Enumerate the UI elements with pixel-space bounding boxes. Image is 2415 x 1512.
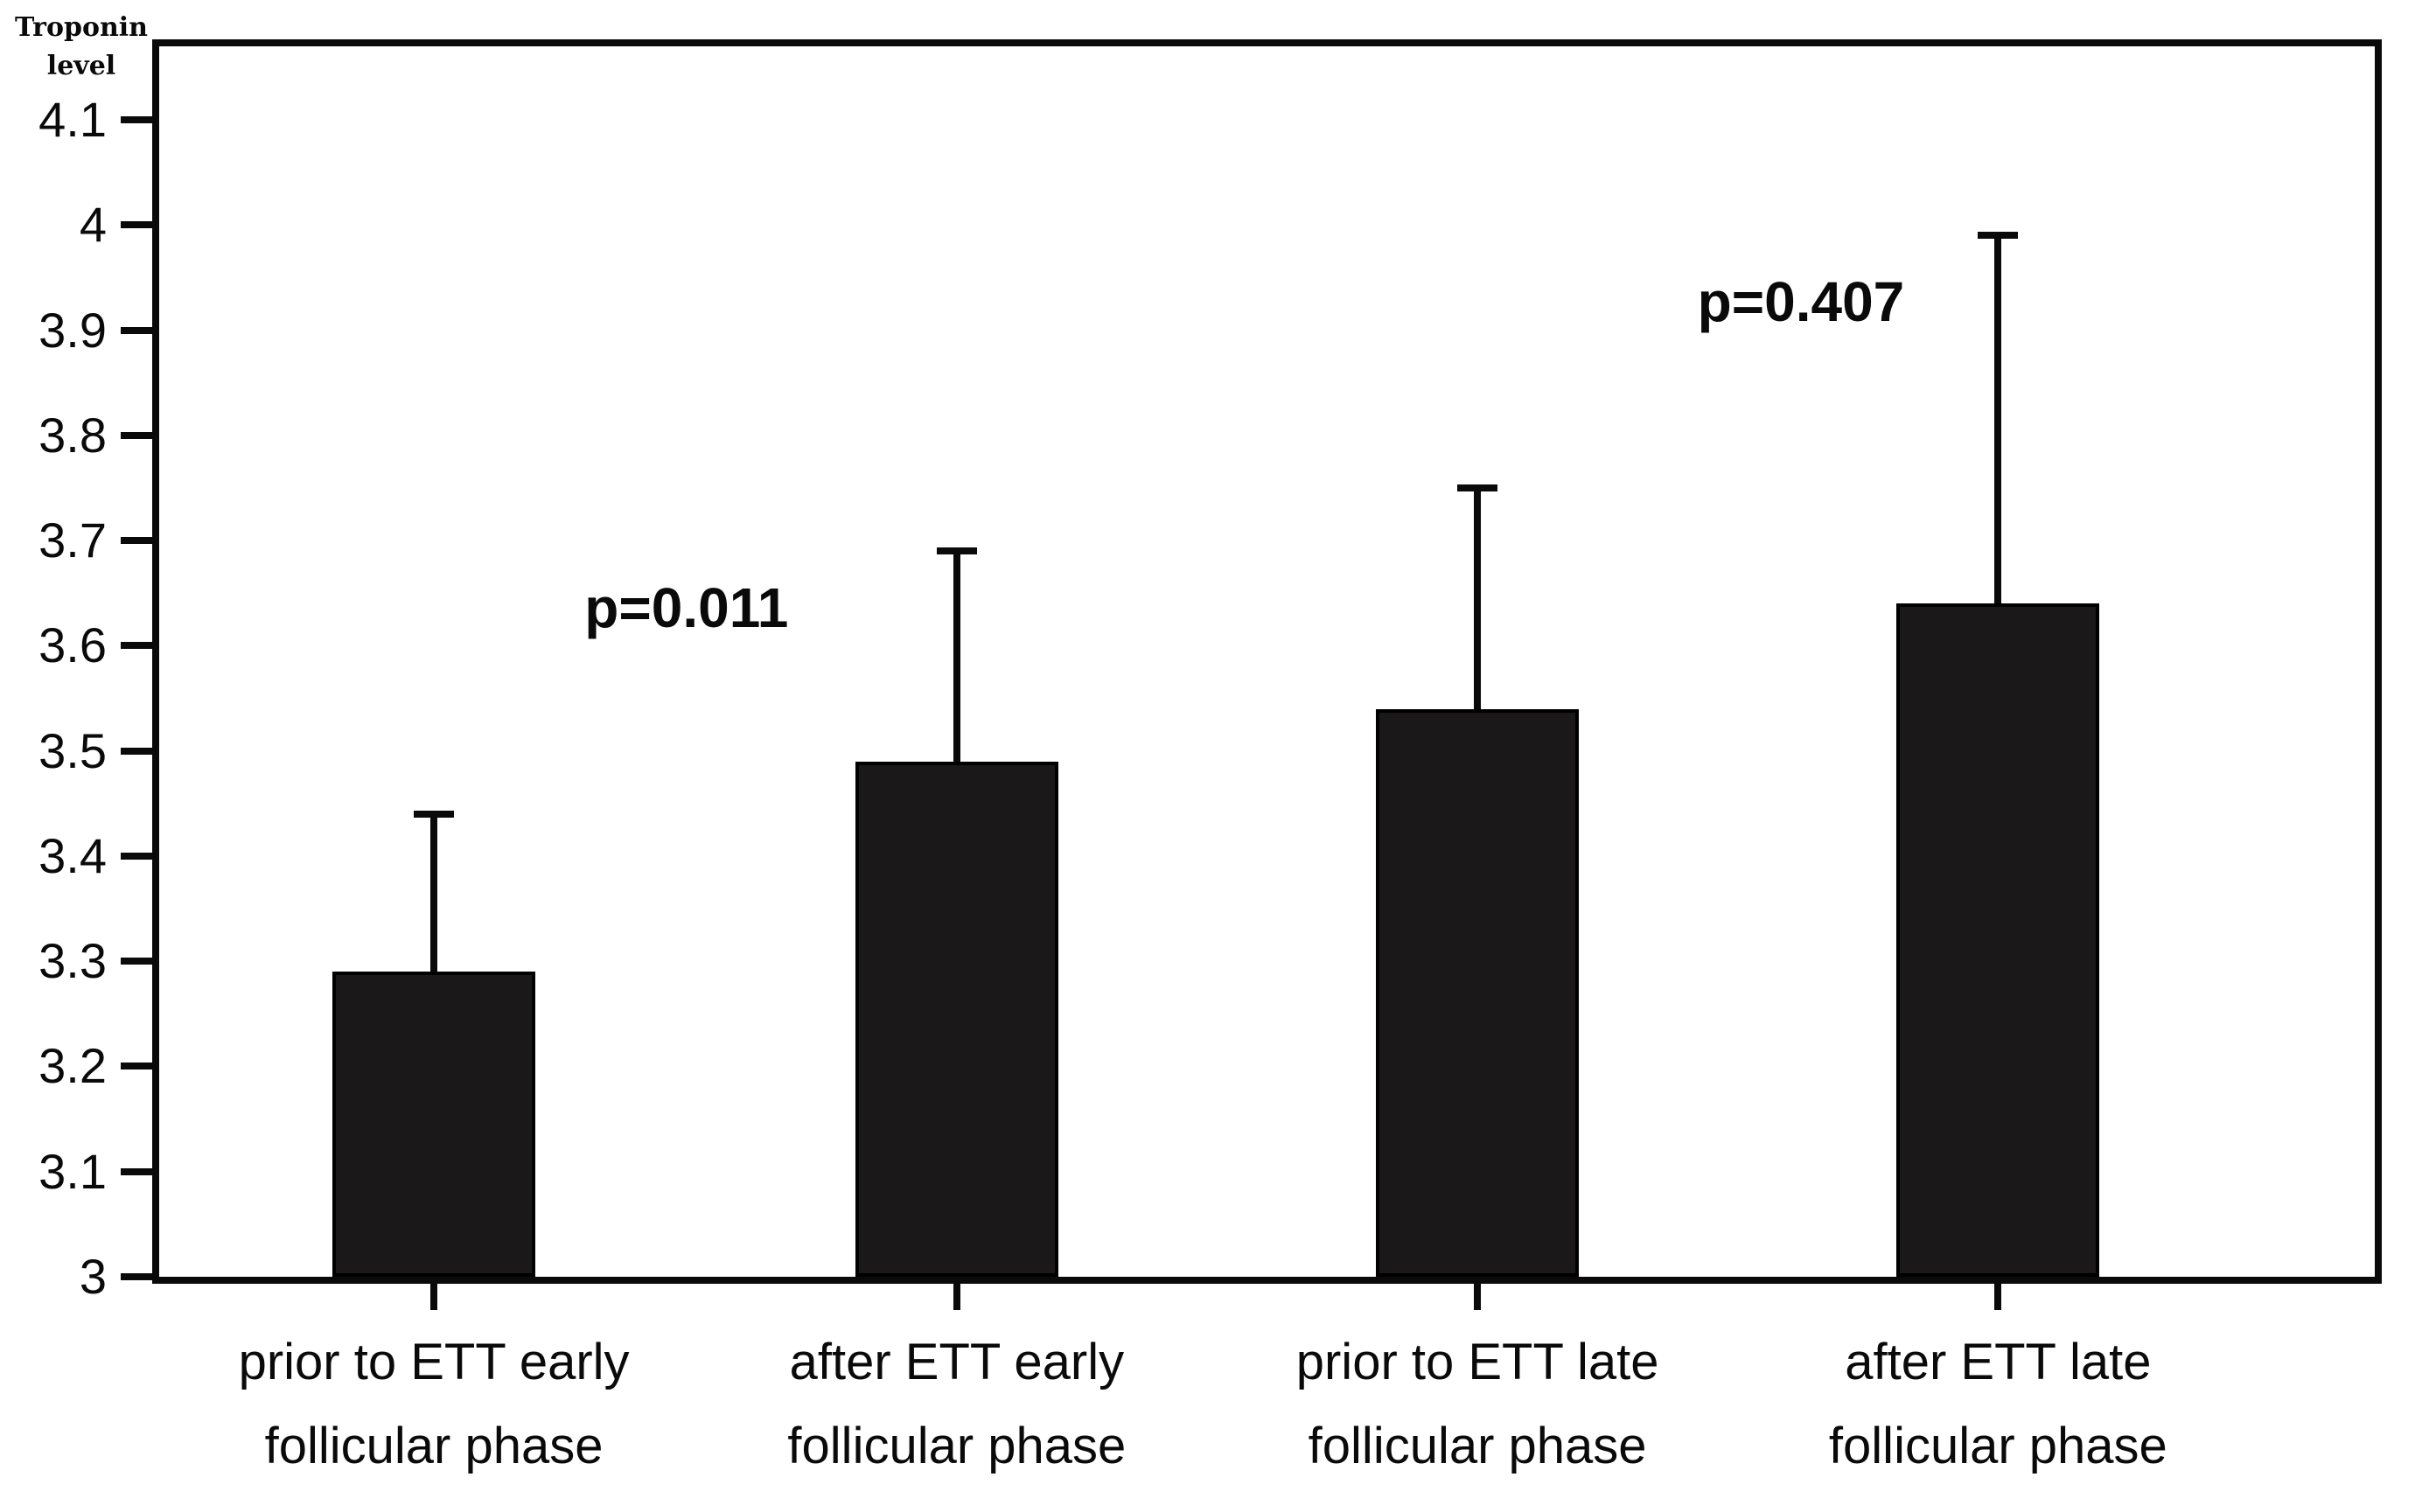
- error-bar-cap: [936, 547, 977, 555]
- bar: [1896, 603, 2100, 1277]
- y-axis-tick: [121, 642, 159, 650]
- y-axis-tick-label: 3.7: [38, 512, 107, 568]
- error-bar-stem: [953, 551, 960, 762]
- y-axis-tick-label: 3.9: [38, 302, 107, 358]
- y-axis-tick-label: 4: [79, 197, 107, 253]
- x-category-label-line: follicular phase: [264, 1418, 604, 1474]
- bar: [1376, 708, 1580, 1277]
- y-axis-tick: [121, 1063, 159, 1070]
- error-bar-cap: [1978, 232, 2019, 240]
- y-axis-tick: [121, 221, 159, 229]
- y-axis-tick: [121, 958, 159, 965]
- bar: [332, 972, 536, 1277]
- y-axis-tick: [121, 116, 159, 124]
- x-axis-tick: [430, 1284, 438, 1310]
- y-axis-tick: [121, 747, 159, 755]
- x-category-label: prior to ETT early follicular phase: [128, 1320, 740, 1488]
- x-category-label-line: after ETT late: [1845, 1334, 2152, 1390]
- x-category-label: after ETT early follicular phase: [651, 1320, 1263, 1488]
- y-axis-tick-label: 3.1: [38, 1143, 107, 1199]
- error-bar-stem: [1994, 235, 2002, 604]
- y-axis-tick-label: 4.1: [38, 92, 107, 148]
- y-axis-tick-label: 3.8: [38, 407, 107, 463]
- y-axis-tick: [121, 852, 159, 860]
- y-axis-tick: [121, 537, 159, 545]
- x-category-label-line: follicular phase: [1828, 1418, 2167, 1474]
- x-category-label-line: after ETT early: [789, 1334, 1125, 1390]
- error-bar-stem: [430, 813, 438, 972]
- y-axis-tick: [121, 1273, 159, 1280]
- y-axis-tick: [121, 326, 159, 334]
- x-axis-tick: [953, 1284, 960, 1310]
- error-bar-stem: [1474, 488, 1482, 709]
- x-axis-tick: [1994, 1284, 2002, 1310]
- y-axis-title: Troponin level: [3, 9, 159, 86]
- p-value-annotation: p=0.011: [584, 576, 789, 640]
- x-category-label: after ETT late follicular phase: [1692, 1320, 2304, 1488]
- x-category-label-line: follicular phase: [1308, 1418, 1647, 1474]
- error-bar-cap: [1457, 484, 1498, 492]
- x-category-label-line: prior to ETT late: [1295, 1334, 1659, 1390]
- y-axis-tick: [121, 431, 159, 439]
- x-category-label-line: prior to ETT early: [238, 1334, 630, 1390]
- y-axis-tick-label: 3.2: [38, 1038, 107, 1094]
- y-axis-title-line1: Troponin: [15, 12, 148, 43]
- x-category-label-line: follicular phase: [787, 1418, 1127, 1474]
- bar: [855, 761, 1058, 1277]
- y-axis-title-line2: level: [46, 51, 116, 81]
- y-axis-tick-label: 3.6: [38, 617, 107, 673]
- x-axis-tick: [1474, 1284, 1482, 1310]
- y-axis-tick: [121, 1167, 159, 1175]
- error-bar-cap: [414, 810, 455, 818]
- y-axis-tick-label: 3.4: [38, 827, 107, 883]
- y-axis-tick-label: 3: [79, 1249, 107, 1304]
- p-value-annotation: p=0.407: [1697, 270, 1905, 334]
- x-category-label: prior to ETT late follicular phase: [1171, 1320, 1783, 1488]
- y-axis-tick-label: 3.5: [38, 722, 107, 778]
- y-axis-tick-label: 3.3: [38, 933, 107, 989]
